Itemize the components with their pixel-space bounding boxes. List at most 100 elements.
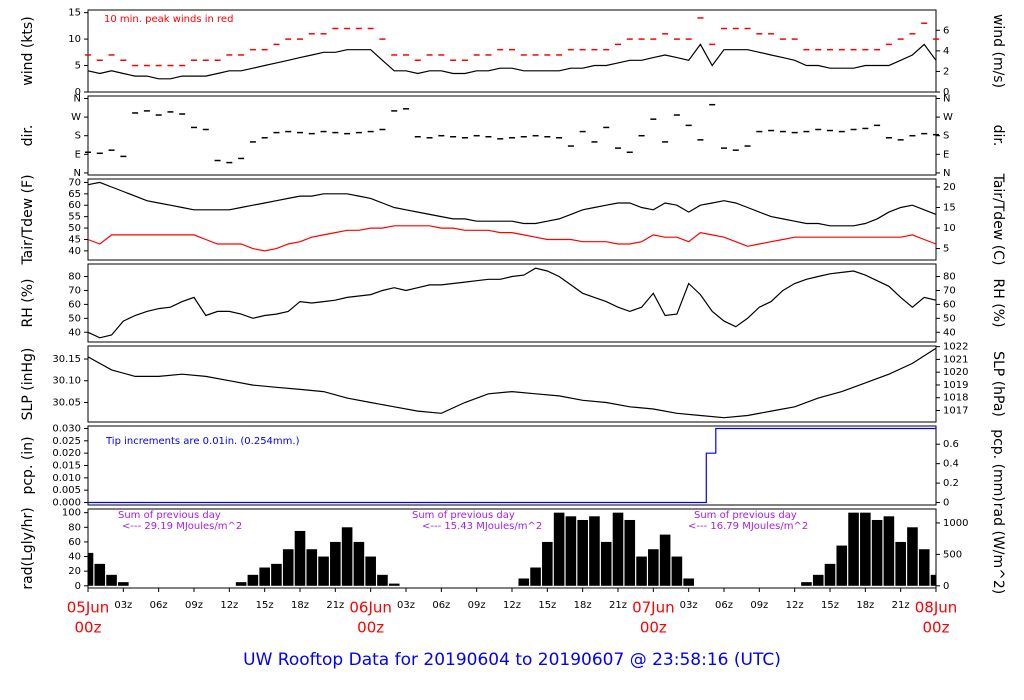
bar: [553, 512, 565, 586]
y-axis-label: rad(Lgly/hr): [20, 507, 36, 589]
series-line: [87, 181, 937, 227]
y2-tick-label: 1017: [943, 406, 968, 417]
y-tick-label: 80: [68, 272, 81, 283]
y-tick-label: 60: [68, 299, 81, 310]
panel: 40 50 60 70 80 40 50 60 70 80 RH (%) RH (%): [20, 263, 1006, 343]
x-tick-label: 21z: [609, 600, 627, 611]
series-line: [87, 267, 937, 339]
y2-tick-label: 0: [943, 498, 949, 509]
bar: [341, 527, 353, 586]
y-tick-label: 10: [68, 34, 81, 45]
y-tick-label: 60: [68, 200, 81, 211]
day-label: 05Jun: [67, 599, 110, 617]
y2-tick-label: N: [943, 93, 950, 104]
y2-axis-label: rad (W/m^2): [990, 503, 1006, 594]
bar: [812, 574, 824, 586]
y-tick-label: W: [71, 112, 81, 123]
bar: [88, 552, 94, 586]
bar: [801, 582, 812, 586]
annotation: Sum of previous day: [118, 510, 221, 521]
y2-axis-label: RH (%): [990, 279, 1006, 328]
y-tick-label: 70: [68, 177, 81, 188]
y2-tick-label: S: [943, 131, 949, 142]
bar: [118, 582, 129, 586]
x-tick-label: 09z: [185, 600, 203, 611]
y2-tick-label: 0.4: [943, 459, 959, 470]
y2-tick-label: 15: [943, 203, 956, 214]
y-tick-label: 40: [68, 246, 81, 257]
bar: [848, 512, 859, 586]
bar: [294, 530, 306, 586]
y-tick-label: 0.010: [52, 473, 81, 484]
panel-frame: [87, 263, 937, 343]
bar: [930, 574, 936, 586]
x-tick-label: 18z: [291, 600, 309, 611]
y-axis-label: SLP (inHg): [20, 348, 36, 421]
x-tick-label: 06z: [432, 600, 450, 611]
y-tick-label: 60: [68, 537, 81, 548]
panel-frame: [87, 345, 937, 423]
y-tick-label: 0: [75, 581, 81, 592]
bar: [259, 567, 270, 586]
y-tick-label: 0.000: [52, 498, 81, 509]
x-tick-label: 06z: [150, 600, 168, 611]
y-tick-label: N: [74, 93, 81, 104]
bar: [94, 563, 106, 586]
bar: [542, 541, 553, 586]
chart-title: UW Rooftop Data for 20190604 to 20190607…: [243, 650, 781, 670]
x-tick-label: 21z: [326, 600, 344, 611]
bar: [918, 549, 930, 586]
y-tick-label: 0.015: [52, 461, 81, 472]
bar: [589, 516, 600, 586]
bar: [330, 541, 341, 586]
y2-axis-label: SLP (hPa): [990, 351, 1006, 417]
x-tick-label: 15z: [538, 600, 556, 611]
y2-tick-label: 1018: [943, 393, 968, 404]
day-label: 07Jun: [632, 599, 675, 617]
y-tick-label: 70: [68, 285, 81, 296]
y2-axis-label: wind (m/s): [990, 14, 1006, 88]
y-tick-label: 45: [68, 234, 81, 245]
y2-tick-label: W: [943, 112, 953, 123]
x-tick-label: 15z: [821, 600, 839, 611]
bar: [318, 556, 329, 586]
bar: [860, 512, 871, 586]
y-tick-label: 40: [68, 327, 81, 338]
panel-frame: [87, 95, 937, 176]
y2-axis-label: pcp. (mm): [990, 429, 1006, 502]
panel-frame: [87, 178, 937, 261]
bar: [871, 519, 883, 586]
y2-axis-label: Tair/Tdew (C): [990, 173, 1006, 266]
bar: [388, 583, 400, 586]
y-tick-label: 30.15: [52, 354, 81, 365]
series-line: [87, 43, 937, 80]
y-tick-label: 20: [68, 566, 81, 577]
y2-tick-label: 50: [943, 313, 956, 324]
y2-tick-label: 1019: [943, 380, 968, 391]
annotation: <--- 29.19 MJoules/m^2: [122, 521, 242, 532]
bar: [624, 519, 636, 586]
y2-tick-label: 0: [943, 87, 949, 98]
y2-tick-label: 6: [943, 25, 949, 36]
series-line: [88, 427, 936, 504]
annotation: 10 min. peak winds in red: [104, 14, 233, 25]
y2-tick-label: 80: [943, 272, 956, 283]
x-tick-label: 12z: [786, 600, 804, 611]
bar: [671, 556, 683, 586]
x-tick-label: 09z: [750, 600, 768, 611]
y-tick-label: 5: [75, 61, 81, 72]
y-tick-label: 0: [75, 87, 81, 98]
bar: [683, 578, 694, 586]
y-axis-label: pcp. (in): [20, 436, 36, 494]
x-tick-label: 00z: [923, 619, 950, 637]
y2-tick-label: 5: [943, 244, 949, 255]
bar: [518, 578, 530, 586]
bar: [907, 527, 918, 586]
y-tick-label: 30.10: [52, 376, 81, 387]
x-tick-label: 18z: [856, 600, 874, 611]
bar: [895, 541, 906, 586]
y2-tick-label: E: [943, 149, 949, 160]
